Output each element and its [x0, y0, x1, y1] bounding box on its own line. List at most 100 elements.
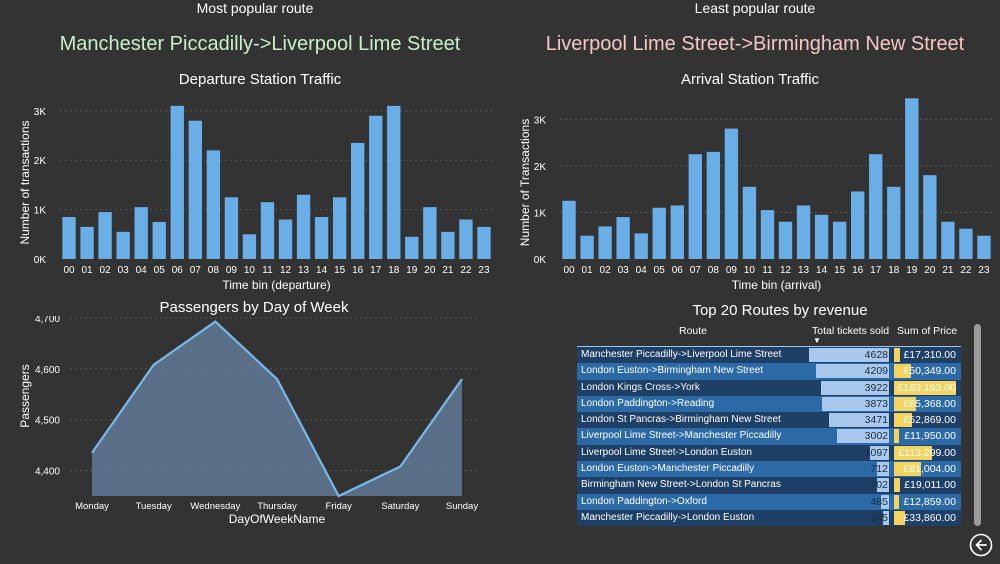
bar — [814, 214, 829, 259]
y-tick-label: 3K — [534, 115, 547, 126]
tickets-data-bar — [816, 364, 889, 379]
x-tick-label: 18 — [888, 265, 900, 276]
table-row[interactable]: Manchester Piccadilly->Liverpool Lime St… — [577, 347, 961, 364]
price-cell: £183,193.00 — [894, 380, 958, 395]
bar — [387, 105, 401, 259]
table-scrollbar[interactable] — [974, 324, 981, 526]
y-tick-label: 2K — [34, 156, 47, 167]
tickets-data-bar — [870, 445, 889, 460]
y-tick-label: 4,600 — [35, 365, 60, 376]
tickets-value: 3873 — [864, 397, 888, 410]
tickets-data-bar — [809, 348, 889, 362]
table-row[interactable]: London Kings Cross->York 3922 £183,193.00 — [577, 379, 961, 396]
y-axis-label: Passengers — [18, 364, 32, 427]
price-data-bar — [894, 478, 901, 493]
tickets-cell: 4209 — [809, 364, 889, 379]
x-tick-label: 08 — [708, 265, 720, 276]
bar — [760, 210, 775, 259]
sort-descending-icon: ▼ — [813, 336, 821, 345]
y-tick-label: 4,500 — [35, 416, 60, 427]
table-row[interactable]: Birmingham New Street->London St Pancras… — [577, 477, 961, 494]
x-tick-label: 06 — [672, 265, 684, 276]
tickets-value: 3922 — [864, 381, 888, 394]
route-cell: Liverpool Lime Street->Manchester Piccad… — [581, 430, 782, 442]
price-cell: £113,299.00 — [894, 445, 958, 460]
y-tick-label: 1K — [534, 208, 547, 219]
price-value: £33,860.00 — [903, 511, 956, 524]
column-header-sum-of-price[interactable]: Sum of Price — [897, 325, 958, 337]
x-tick-label: 15 — [334, 265, 346, 276]
day-of-week-chart-title: Passengers by Day of Week — [159, 299, 349, 316]
tickets-data-bar — [880, 494, 889, 509]
least-popular-label: Least popular route — [694, 0, 816, 16]
x-tick-label: 18 — [388, 265, 400, 276]
bar — [905, 98, 919, 259]
x-tick-label: Tuesday — [136, 501, 172, 512]
x-tick-label: 14 — [316, 265, 328, 276]
route-cell: Liverpool Lime Street->London Euston — [581, 446, 752, 458]
tickets-value: 3002 — [864, 430, 888, 443]
x-tick-label: Saturday — [381, 501, 419, 512]
column-header-route[interactable]: Route — [679, 325, 708, 337]
y-tick-label: 4,700 — [35, 316, 60, 325]
x-tick-label: 20 — [924, 265, 936, 276]
bar — [296, 194, 311, 259]
price-data-bar — [894, 413, 912, 428]
x-tick-label: 22 — [460, 265, 472, 276]
bar — [977, 235, 991, 259]
x-tick-label: 05 — [654, 265, 666, 276]
bar — [206, 150, 221, 259]
price-cell: £17,310.00 — [894, 348, 958, 362]
x-tick-label: 21 — [442, 265, 454, 276]
departure-chart-title: Departure Station Traffic — [178, 71, 342, 88]
tickets-cell: 3002 — [809, 429, 889, 444]
most-popular-label: Most popular route — [196, 0, 314, 16]
x-tick-label: 01 — [82, 265, 94, 276]
x-tick-label: 03 — [118, 265, 130, 276]
table-row[interactable]: London Euston->Manchester Piccadilly 712 £… — [577, 461, 961, 478]
x-tick-label: 17 — [870, 265, 882, 276]
tickets-value: 3471 — [864, 414, 888, 427]
bar — [616, 217, 630, 259]
price-data-bar — [894, 462, 922, 477]
bar — [598, 226, 612, 259]
bar — [562, 200, 576, 259]
x-tick-label: 22 — [960, 265, 972, 276]
table-row[interactable]: London St Pancras->Birmingham New Street… — [577, 412, 961, 429]
y-tick-label: 0K — [534, 255, 547, 266]
tickets-data-bar — [876, 478, 889, 493]
x-tick-label: 23 — [978, 265, 990, 276]
bar — [260, 202, 275, 259]
bar — [851, 191, 865, 259]
bar — [869, 154, 883, 259]
table-row[interactable]: London Euston->Birmingham New Street 4209… — [577, 363, 961, 380]
price-data-bar — [894, 510, 906, 525]
bar — [369, 115, 383, 260]
bar — [923, 175, 937, 259]
x-tick-label: 17 — [370, 265, 382, 276]
tickets-cell: 3922 — [809, 380, 889, 395]
price-value: £17,310.00 — [903, 349, 956, 361]
back-arrow-icon[interactable] — [969, 533, 993, 557]
column-header-total-tickets[interactable]: Total tickets sold — [812, 325, 890, 337]
x-axis-label: Time bin (departure) — [222, 278, 330, 292]
tickets-cell: 712 — [809, 462, 889, 477]
bar — [724, 128, 739, 259]
x-tick-label: 02 — [600, 265, 612, 276]
table-row[interactable]: Liverpool Lime Street->London Euston 1097… — [577, 444, 961, 462]
passengers-day-of-week-chart: 4,400 4,500 4,600 4,700 Monday Tuesday Wednesd… — [18, 316, 480, 526]
x-tick-label: 23 — [478, 265, 490, 276]
table-row[interactable]: London Paddington->Reading 3873 £65,368.00 — [577, 395, 961, 413]
tickets-value: 1097 — [864, 446, 888, 459]
x-tick-label: 04 — [636, 265, 648, 276]
tickets-data-bar — [821, 380, 889, 395]
bar — [332, 197, 347, 259]
table-row[interactable]: London Paddington->Oxford 485 £12,859.00 — [577, 493, 961, 510]
bar — [778, 221, 793, 259]
table-row[interactable]: Liverpool Lime Street->Manchester Piccad… — [577, 428, 961, 445]
y-tick-label: 0K — [34, 255, 47, 266]
bar — [188, 120, 202, 260]
price-data-bar — [894, 380, 956, 395]
bar — [224, 197, 239, 259]
table-row[interactable]: Manchester Piccadilly->London Euston 345 £… — [577, 509, 961, 527]
